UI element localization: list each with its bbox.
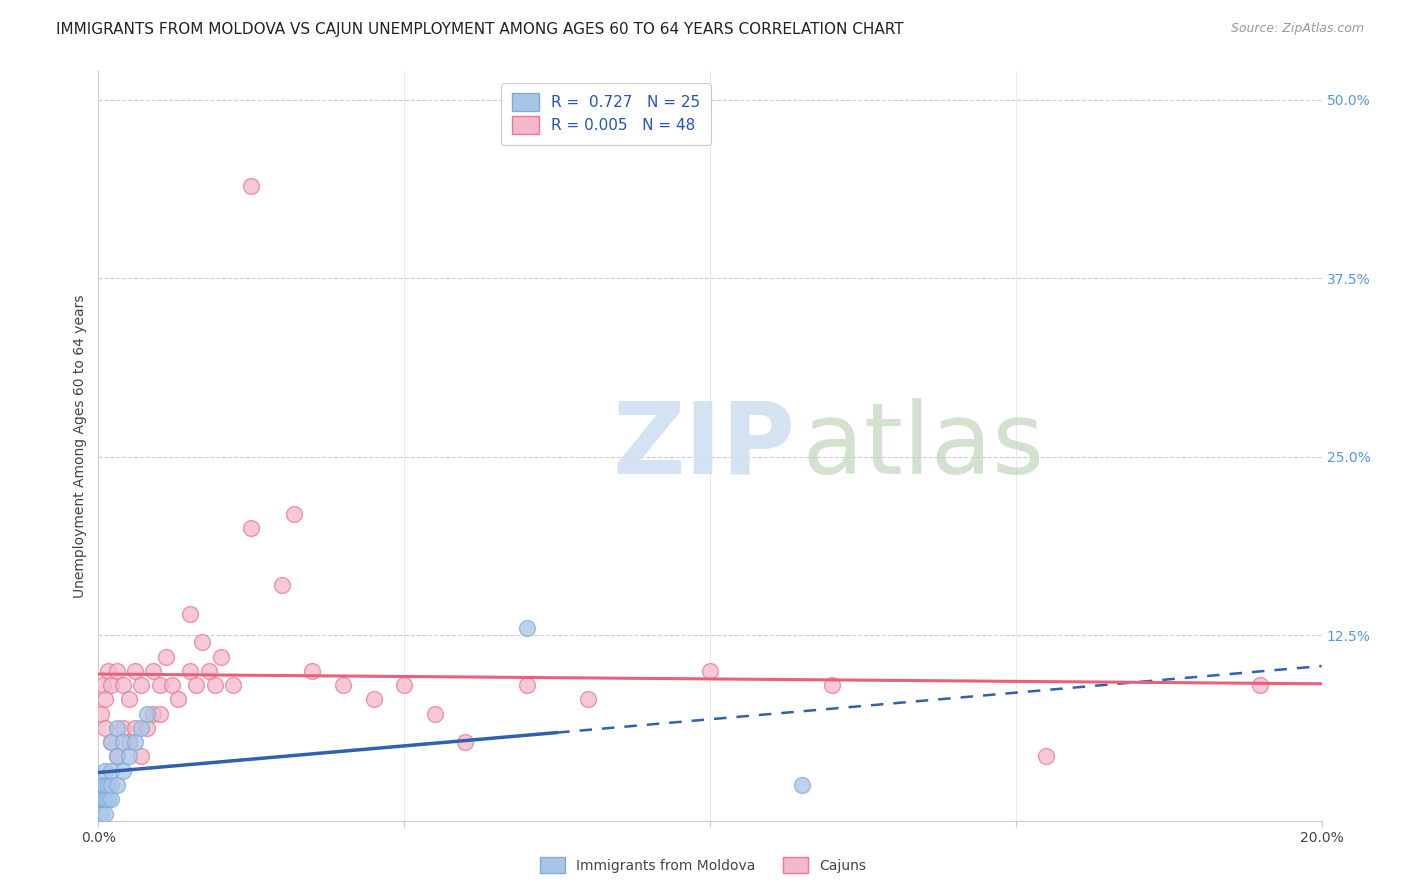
Point [100, 735, 122, 749]
Point [97, 664, 120, 678]
Point [111, 735, 134, 749]
Point [240, 521, 263, 535]
Text: ZIP: ZIP [612, 398, 794, 494]
Point [91, 678, 114, 692]
Point [222, 678, 245, 692]
Point [93, 806, 115, 821]
Point [699, 664, 721, 678]
Point [179, 664, 201, 678]
Point [179, 607, 201, 621]
Point [301, 664, 323, 678]
Point [91, 792, 114, 806]
Text: Source: ZipAtlas.com: Source: ZipAtlas.com [1230, 22, 1364, 36]
Point [209, 649, 232, 664]
Point [197, 664, 219, 678]
Point [142, 664, 165, 678]
Point [93, 721, 115, 735]
Legend: Immigrants from Moldova, Cajuns: Immigrants from Moldova, Cajuns [534, 852, 872, 879]
Point [97, 792, 120, 806]
Point [204, 678, 226, 692]
Point [90, 806, 112, 821]
Point [167, 692, 190, 706]
Point [136, 706, 159, 721]
Point [186, 678, 208, 692]
Point [100, 792, 122, 806]
Point [1035, 749, 1057, 764]
Y-axis label: Unemployment Among Ages 60 to 64 years: Unemployment Among Ages 60 to 64 years [73, 294, 87, 598]
Point [363, 692, 385, 706]
Point [576, 692, 599, 706]
Point [105, 749, 128, 764]
Point [516, 621, 538, 635]
Legend: R =  0.727   N = 25, R = 0.005   N = 48: R = 0.727 N = 25, R = 0.005 N = 48 [501, 83, 711, 145]
Point [129, 749, 152, 764]
Point [100, 778, 122, 792]
Point [90, 706, 112, 721]
Point [111, 721, 134, 735]
Text: IMMIGRANTS FROM MOLDOVA VS CAJUN UNEMPLOYMENT AMONG AGES 60 TO 64 YEARS CORRELAT: IMMIGRANTS FROM MOLDOVA VS CAJUN UNEMPLO… [56, 22, 904, 37]
Point [270, 578, 292, 592]
Point [100, 678, 122, 692]
Point [160, 678, 183, 692]
Point [93, 692, 115, 706]
Point [105, 721, 128, 735]
Point [821, 678, 844, 692]
Point [93, 778, 115, 792]
Point [100, 764, 122, 778]
Point [124, 664, 146, 678]
Point [283, 507, 305, 521]
Point [454, 735, 477, 749]
Point [118, 749, 141, 764]
Point [111, 764, 134, 778]
Point [790, 778, 813, 792]
Point [149, 706, 172, 721]
Point [111, 678, 134, 692]
Text: atlas: atlas [612, 398, 1045, 494]
Point [516, 678, 538, 692]
Point [124, 721, 146, 735]
Point [91, 778, 114, 792]
Point [392, 678, 416, 692]
Point [191, 635, 214, 649]
Point [136, 721, 159, 735]
Point [155, 649, 177, 664]
Point [97, 778, 120, 792]
Point [93, 764, 115, 778]
Point [90, 792, 112, 806]
Point [1249, 678, 1271, 692]
Point [124, 735, 146, 749]
Point [149, 678, 172, 692]
Point [332, 678, 354, 692]
Point [240, 178, 263, 193]
Point [129, 721, 152, 735]
Point [118, 735, 141, 749]
Point [142, 706, 165, 721]
Point [129, 678, 152, 692]
Point [105, 749, 128, 764]
Point [93, 792, 115, 806]
Point [100, 735, 122, 749]
Point [118, 692, 141, 706]
Point [105, 664, 128, 678]
Point [105, 778, 128, 792]
Point [423, 706, 446, 721]
